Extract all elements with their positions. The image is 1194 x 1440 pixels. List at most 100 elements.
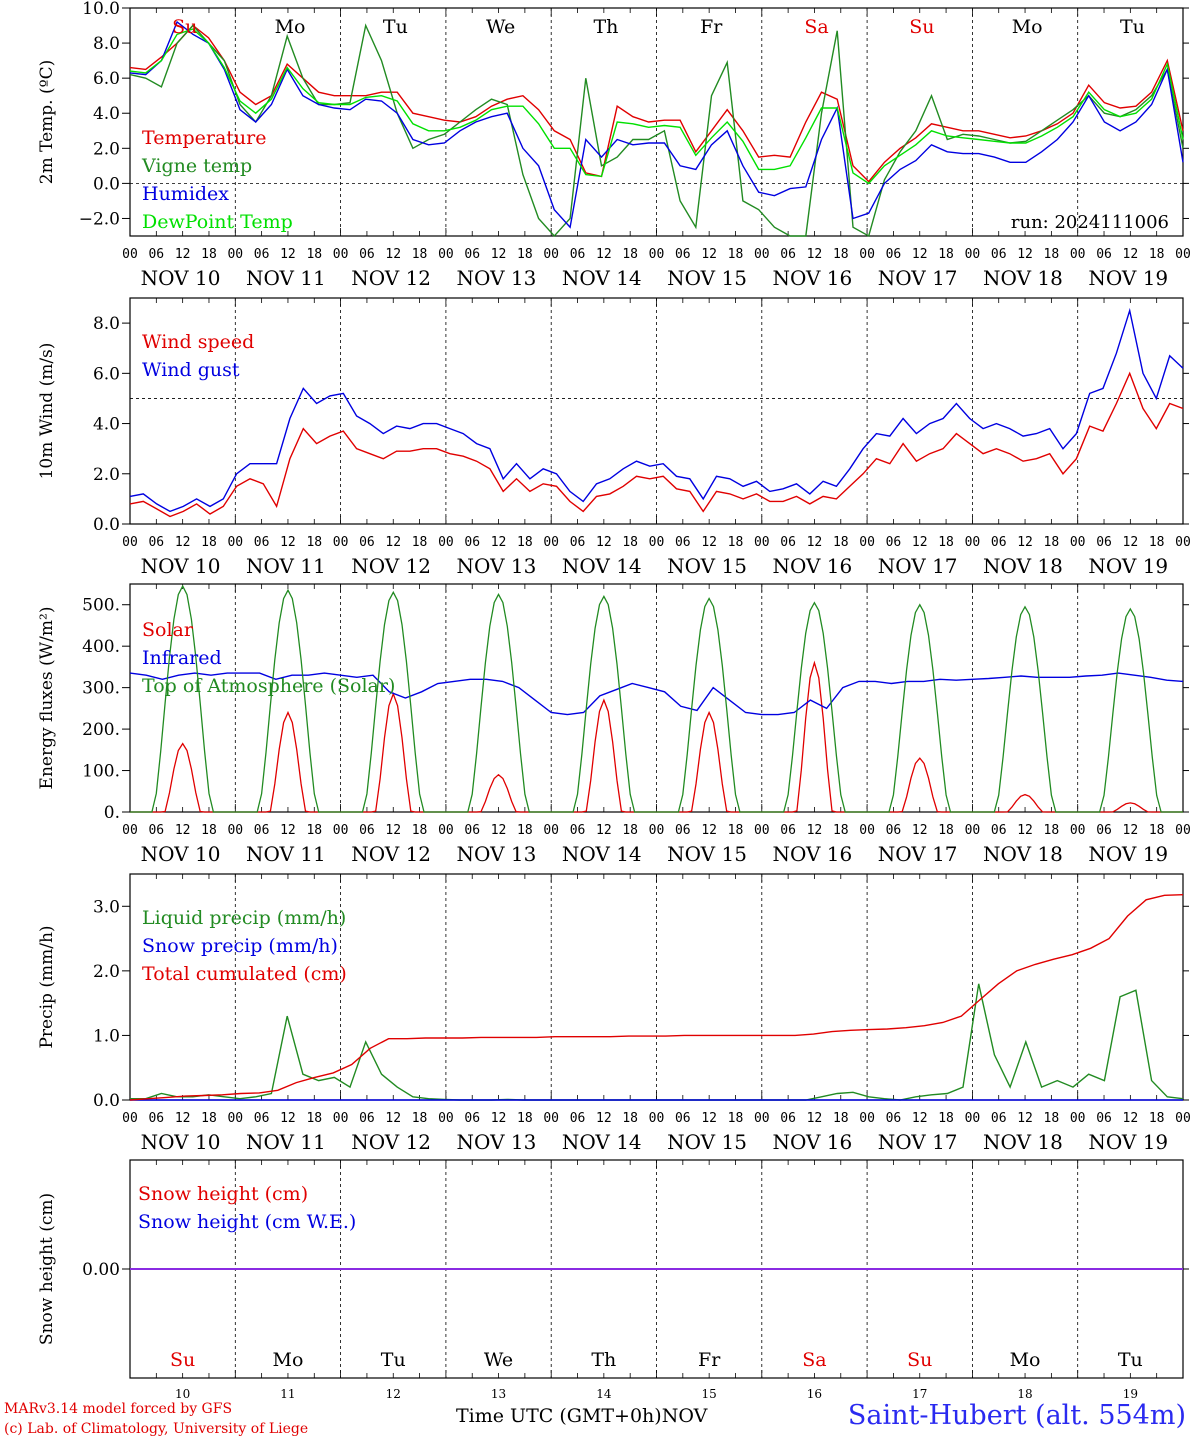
hour-tick-label: 00	[1175, 535, 1191, 550]
weekday-label: Sa	[802, 1349, 826, 1371]
hour-tick-label: 18	[833, 247, 849, 262]
day-label: NOV 11	[246, 554, 326, 578]
y-tick-label: 8.0	[93, 314, 120, 334]
hour-tick-label: 00	[859, 823, 875, 838]
hour-tick-label: 00	[1175, 823, 1191, 838]
hour-tick-label: 00	[649, 247, 665, 262]
hour-tick-label: 18	[517, 823, 533, 838]
weekday-label: Su	[170, 1349, 195, 1371]
y-tick-label: 10.0	[82, 0, 120, 19]
hour-tick-label: 06	[780, 1111, 796, 1126]
hour-tick-label: 12	[175, 247, 191, 262]
y-tick-label: 8.0	[93, 34, 120, 54]
weekday-label: We	[486, 16, 515, 38]
x-axis-label: Time UTC (GMT+0h)	[456, 1405, 662, 1427]
hour-tick-label: 12	[807, 823, 823, 838]
hour-tick-label: 18	[201, 1111, 217, 1126]
hour-tick-label: 00	[122, 535, 138, 550]
hour-tick-label: 12	[912, 823, 928, 838]
hour-tick-label: 06	[464, 1111, 480, 1126]
hour-tick-label: 12	[1017, 823, 1033, 838]
weekday-label: Th	[591, 1349, 616, 1371]
hour-tick-label: 18	[728, 1111, 744, 1126]
hour-tick-label: 18	[412, 247, 428, 262]
hour-tick-label: 06	[570, 535, 586, 550]
hour-tick-label: 12	[491, 823, 507, 838]
hour-tick-label: 06	[464, 247, 480, 262]
hour-tick-label: 06	[886, 535, 902, 550]
weekday-label: Su	[909, 16, 934, 38]
weekday-label: Mo	[275, 16, 306, 38]
weekday-label: Fr	[698, 1349, 721, 1371]
day-label: NOV 17	[878, 842, 958, 866]
day-number: 16	[807, 1387, 822, 1401]
day-label: NOV 19	[1088, 266, 1168, 290]
legend-entry: Top of Atmosphere (Solar)	[142, 675, 395, 697]
hour-tick-label: 00	[859, 1111, 875, 1126]
hour-tick-label: 12	[385, 1111, 401, 1126]
y-tick-label: 400.	[82, 637, 120, 657]
legend-entry: DewPoint Temp	[142, 211, 293, 233]
hour-tick-label: 00	[649, 823, 665, 838]
hour-tick-label: 12	[1017, 535, 1033, 550]
hour-tick-label: 00	[227, 535, 243, 550]
hour-tick-label: 06	[780, 535, 796, 550]
hour-tick-label: 00	[859, 535, 875, 550]
hour-tick-label: 18	[728, 247, 744, 262]
hour-tick-label: 00	[965, 535, 981, 550]
y-tick-label: 4.0	[93, 415, 120, 435]
day-label: NOV 18	[983, 266, 1063, 290]
hour-tick-label: 18	[306, 535, 322, 550]
y-tick-label: 3.0	[93, 897, 120, 917]
hour-tick-label: 00	[965, 1111, 981, 1126]
hour-tick-label: 12	[280, 247, 296, 262]
hour-tick-label: 06	[886, 247, 902, 262]
hour-tick-label: 06	[148, 247, 164, 262]
day-label: NOV 10	[141, 842, 221, 866]
y-tick-label: 0.0	[93, 1091, 120, 1111]
hour-tick-label: 18	[412, 1111, 428, 1126]
hour-tick-label: 12	[701, 823, 717, 838]
hour-tick-label: 00	[649, 535, 665, 550]
day-label: NOV 15	[667, 842, 747, 866]
hour-tick-label: 00	[543, 823, 559, 838]
weekday-label: Mo	[1010, 1349, 1041, 1371]
hour-tick-label: 18	[728, 535, 744, 550]
series-total-cumulated-cm-	[129, 894, 1184, 1101]
hour-tick-label: 00	[543, 535, 559, 550]
hour-tick-label: 06	[464, 535, 480, 550]
day-label: NOV 16	[772, 1130, 852, 1154]
legend-entry: Infrared	[142, 647, 222, 669]
hour-tick-label: 06	[1096, 535, 1112, 550]
hour-tick-label: 06	[254, 535, 270, 550]
hour-tick-label: 00	[333, 1111, 349, 1126]
hour-tick-label: 00	[1175, 247, 1191, 262]
day-label: NOV 13	[457, 554, 537, 578]
hour-tick-label: 18	[1044, 1111, 1060, 1126]
hour-tick-label: 18	[938, 247, 954, 262]
hour-tick-label: 00	[859, 247, 875, 262]
hour-tick-label: 18	[201, 535, 217, 550]
day-label: NOV 10	[141, 1130, 221, 1154]
panel-1: −2.0 0.0 2.0 4.0 6.0 8.0 10.0 2m Temp. (ºC) Temp…	[37, 0, 1191, 290]
hour-tick-label: 00	[965, 247, 981, 262]
hour-tick-label: 06	[570, 1111, 586, 1126]
hour-tick-label: 06	[254, 1111, 270, 1126]
day-number: 13	[491, 1387, 506, 1401]
hour-tick-label: 18	[201, 823, 217, 838]
hour-tick-label: 12	[280, 535, 296, 550]
hour-tick-label: 06	[991, 1111, 1007, 1126]
weekday-label: Tu	[1118, 1349, 1143, 1371]
series-temperature	[129, 24, 1184, 183]
hour-tick-label: 06	[570, 247, 586, 262]
hour-tick-label: 18	[1044, 535, 1060, 550]
day-label: NOV 19	[1088, 554, 1168, 578]
hour-tick-label: 18	[1044, 247, 1060, 262]
y-tick-label: 100.	[82, 762, 120, 782]
hour-tick-label: 00	[754, 535, 770, 550]
hour-tick-label: 06	[991, 535, 1007, 550]
day-label: NOV 12	[351, 266, 431, 290]
hour-tick-label: 06	[359, 1111, 375, 1126]
y-axis-label: Precip (mm/h)	[37, 925, 57, 1048]
